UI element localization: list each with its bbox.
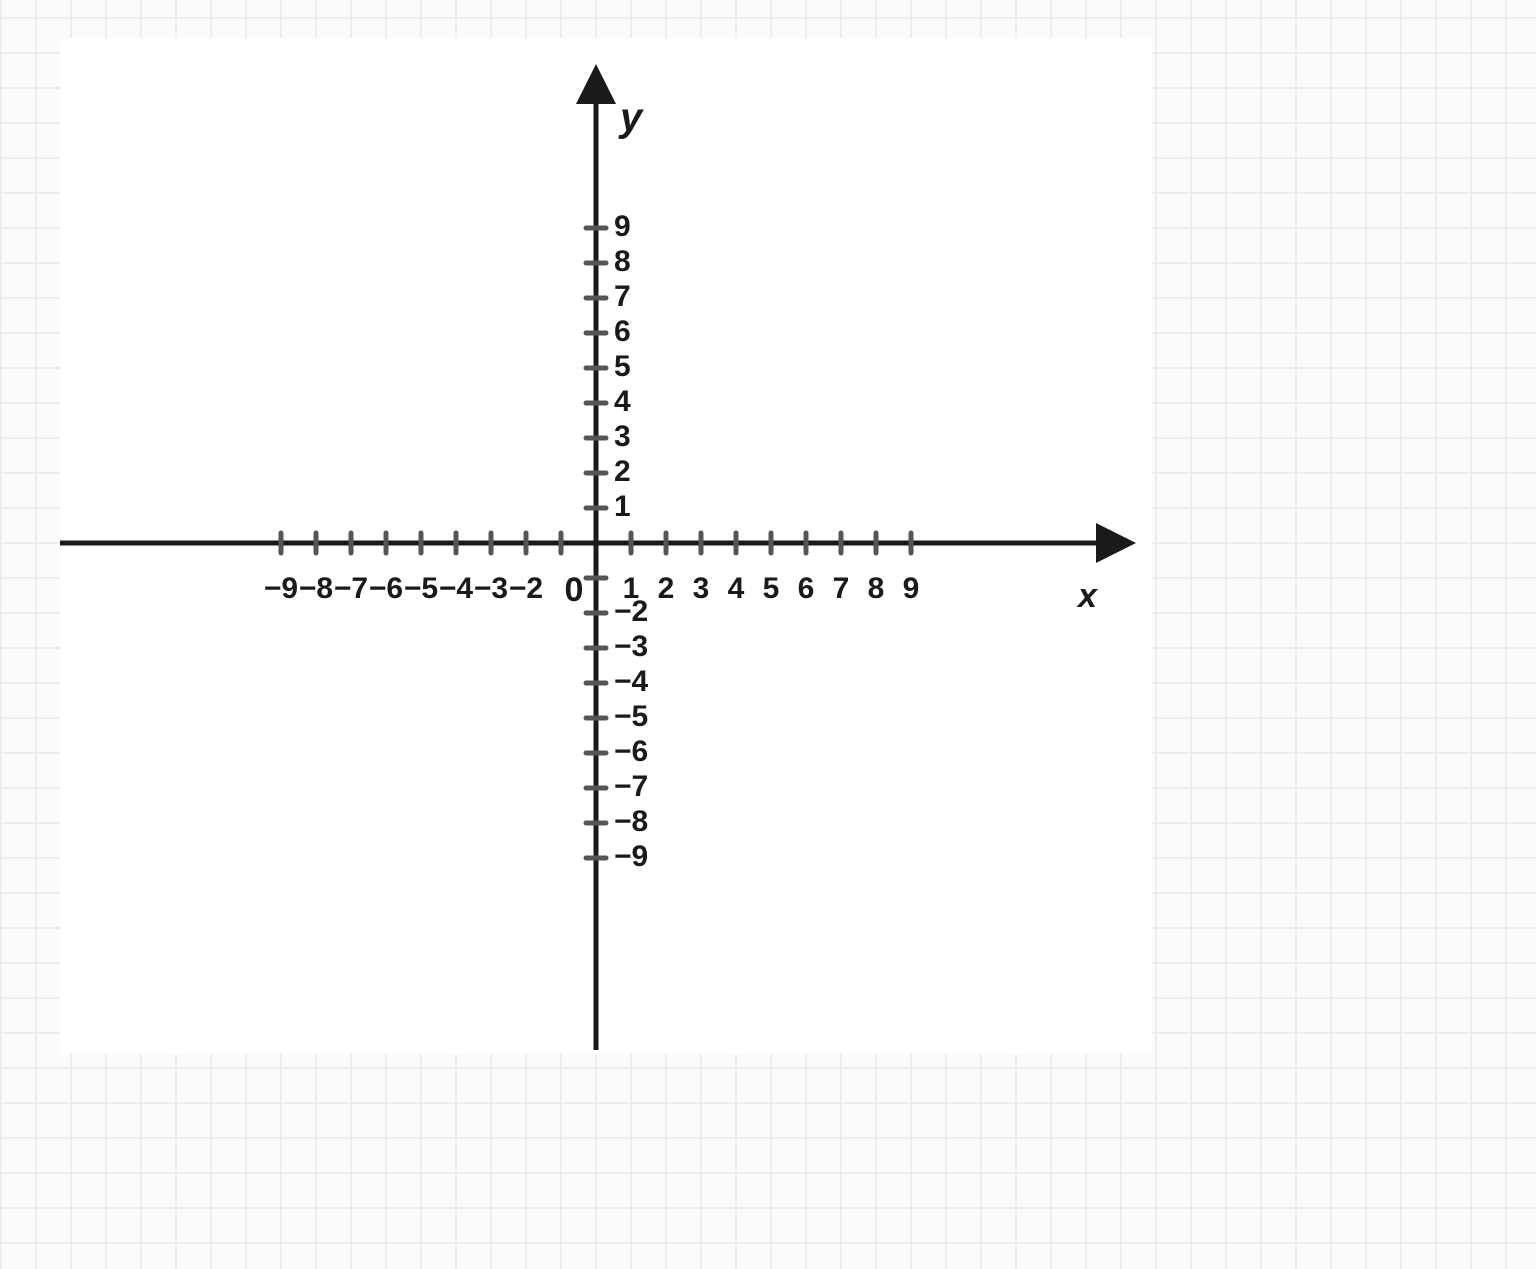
- svg-text:−9: −9: [614, 840, 648, 873]
- svg-text:−2: −2: [509, 572, 543, 605]
- x-axis-label: x: [1076, 577, 1099, 615]
- svg-text:3: 3: [693, 572, 710, 605]
- svg-text:5: 5: [614, 350, 631, 383]
- svg-text:−8: −8: [299, 572, 333, 605]
- svg-text:−7: −7: [334, 572, 368, 605]
- svg-text:−9: −9: [264, 572, 298, 605]
- svg-text:−5: −5: [404, 572, 438, 605]
- svg-text:4: 4: [614, 385, 631, 418]
- svg-text:1: 1: [614, 490, 631, 523]
- svg-text:8: 8: [614, 245, 631, 278]
- svg-text:3: 3: [614, 420, 631, 453]
- svg-text:−3: −3: [614, 630, 648, 663]
- y-axis-label: y: [618, 96, 644, 140]
- svg-text:4: 4: [728, 572, 745, 605]
- svg-text:7: 7: [614, 280, 631, 313]
- svg-text:−4: −4: [614, 665, 649, 698]
- svg-text:2: 2: [658, 572, 675, 605]
- svg-text:−3: −3: [474, 572, 508, 605]
- svg-text:9: 9: [614, 210, 631, 243]
- origin-label: 0: [565, 571, 584, 609]
- svg-text:−7: −7: [614, 770, 648, 803]
- svg-text:2: 2: [614, 455, 631, 488]
- svg-text:8: 8: [868, 572, 885, 605]
- svg-text:−2: −2: [614, 595, 648, 628]
- svg-text:6: 6: [614, 315, 631, 348]
- svg-text:−8: −8: [614, 805, 648, 838]
- svg-text:−6: −6: [614, 735, 648, 768]
- chart-container: −9−8−7−6−5−4−3−2123456789123456789−2−3−4…: [0, 0, 1536, 1269]
- svg-text:5: 5: [763, 572, 780, 605]
- svg-text:9: 9: [903, 572, 920, 605]
- svg-text:7: 7: [833, 572, 850, 605]
- svg-text:−6: −6: [369, 572, 403, 605]
- svg-text:−5: −5: [614, 700, 648, 733]
- cartesian-plane: −9−8−7−6−5−4−3−2123456789123456789−2−3−4…: [0, 0, 1536, 1269]
- svg-text:6: 6: [798, 572, 815, 605]
- svg-text:−4: −4: [439, 572, 474, 605]
